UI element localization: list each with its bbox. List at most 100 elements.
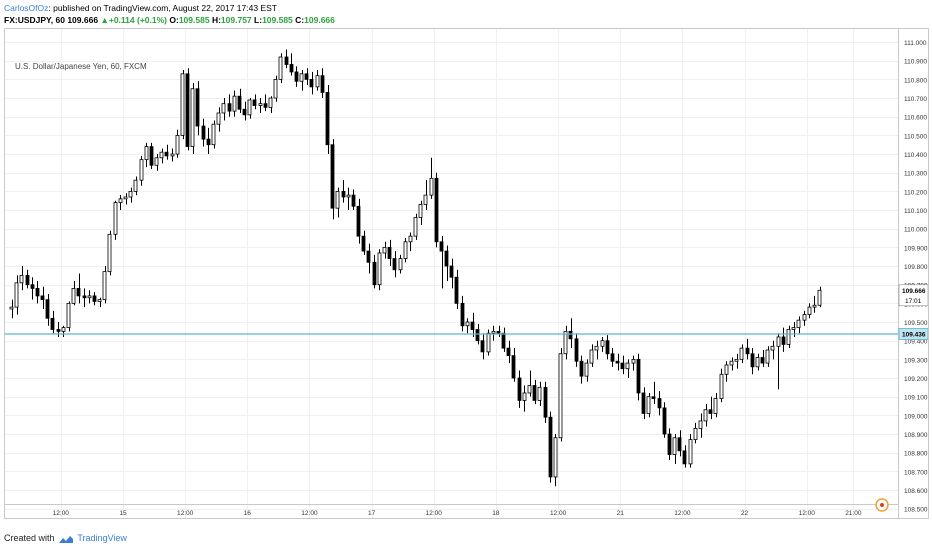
candle-body-bull (646, 396, 651, 414)
y-tick-label: 108.700 (904, 469, 928, 476)
x-tick-label: 17 (368, 510, 376, 517)
candle-body-bull (589, 349, 594, 364)
candle-body-bear (252, 99, 257, 106)
candle (304, 68, 309, 85)
candle-body-bear (50, 317, 55, 330)
candle-body-bull (299, 73, 304, 82)
candle-body-bull (175, 134, 180, 155)
candle-body-bear (651, 396, 656, 399)
candle-body-bear (40, 295, 45, 301)
author-link[interactable]: CarlosOfOz (4, 3, 49, 13)
candle-body-bear (434, 177, 439, 243)
y-tick-label: 110.300 (904, 171, 927, 178)
candle-body-bear (82, 295, 87, 299)
candle-body-bear (263, 103, 268, 108)
candle (770, 340, 775, 360)
candle (175, 129, 180, 158)
event-marker-icon (875, 498, 889, 512)
candle (268, 96, 273, 113)
candle-body-bear (620, 362, 625, 370)
y-tick-labels: 111.000 110.900 110.800 110.700 110.600 110.5… (904, 40, 928, 514)
y-tick-label: 111.000 (904, 40, 927, 47)
footer: Created with TradingView (4, 533, 127, 543)
candle-body-bear (760, 357, 765, 364)
chart-panel[interactable]: 111.000 110.900 110.800 110.700 110.600 110.5… (4, 28, 929, 519)
candle-body-bull (335, 190, 340, 209)
candle-body-bull (97, 299, 102, 302)
candle-body-bull (719, 373, 724, 399)
candle-body-bull (791, 327, 796, 330)
candle-body-bear (149, 146, 154, 166)
last-price: 109.666 (67, 15, 99, 25)
candle (180, 70, 185, 140)
candle (605, 335, 610, 360)
candle-body-bull (755, 357, 760, 368)
candle-body-bull (19, 274, 24, 284)
candle-body-bear (750, 353, 755, 368)
candle-body-bull (113, 202, 118, 235)
candle-body-bull (118, 198, 123, 203)
candle-body-bull (315, 75, 320, 88)
x-tick-label: 12:00 (674, 510, 691, 517)
candle (232, 90, 237, 117)
candle (786, 325, 791, 349)
candle (299, 70, 304, 91)
x-tick-label: 12:00 (301, 510, 318, 517)
candle (387, 239, 392, 267)
candle-body-bull (346, 194, 351, 198)
candle-body-bear (325, 92, 330, 146)
candle (532, 379, 537, 405)
candle (133, 176, 138, 196)
candle-body-bull (128, 190, 133, 198)
candle-body-bear (361, 235, 366, 252)
y-tick-label: 108.800 (904, 451, 928, 458)
candle (574, 333, 579, 367)
candle-body-bear (480, 340, 485, 353)
candle-body-bull (688, 439, 693, 465)
candle (708, 396, 713, 420)
x-tick-label: 12:00 (53, 510, 70, 517)
candle (812, 295, 817, 313)
price-chart[interactable]: 111.000 110.900 110.800 110.700 110.600 110.5… (5, 29, 928, 518)
tradingview-link[interactable]: TradingView (77, 533, 127, 543)
candle-body-bear (444, 250, 449, 267)
candle (620, 355, 625, 375)
candle-body-bear (605, 340, 610, 355)
candle (25, 269, 30, 289)
candle-body-bear (506, 347, 511, 357)
candle-body-bull (107, 233, 112, 273)
candle (693, 422, 698, 444)
candle (657, 391, 662, 416)
candle-body-bull (817, 289, 822, 306)
change-value: +0.114 (+0.1%) (108, 15, 167, 25)
close-value: 109.666 (304, 15, 335, 25)
candle-body-bull (247, 99, 252, 116)
candle (615, 353, 620, 371)
candle (113, 200, 118, 240)
candle-body-bear (677, 437, 682, 452)
candle-body-bull (403, 241, 408, 259)
y-tick-label: 110.200 (904, 189, 927, 196)
candle (558, 348, 563, 442)
candle-body-bear (25, 274, 30, 286)
y-tick-label: 110.800 (904, 77, 927, 84)
candle (398, 254, 403, 274)
y-tick-label: 109.900 (904, 245, 928, 252)
candle-body-bull (14, 282, 19, 308)
candle-body-bear (294, 71, 299, 82)
publish-text: : published on TradingView.com, August 2… (48, 3, 277, 13)
candle-body-bull (739, 347, 744, 360)
candle-body-bull (486, 332, 491, 353)
candle-body-bear (242, 108, 247, 116)
y-tick-label: 109.200 (904, 376, 928, 383)
candle (807, 303, 812, 319)
candle-body-bull (258, 103, 263, 106)
candle (87, 290, 92, 304)
candle-body-bull (159, 151, 164, 159)
candle-body-bear (341, 190, 346, 198)
support-price-label-text: 109.436 (902, 331, 926, 338)
candle (418, 200, 423, 225)
candle (97, 297, 102, 308)
candle (356, 198, 361, 244)
candle-body-bull (211, 123, 216, 146)
